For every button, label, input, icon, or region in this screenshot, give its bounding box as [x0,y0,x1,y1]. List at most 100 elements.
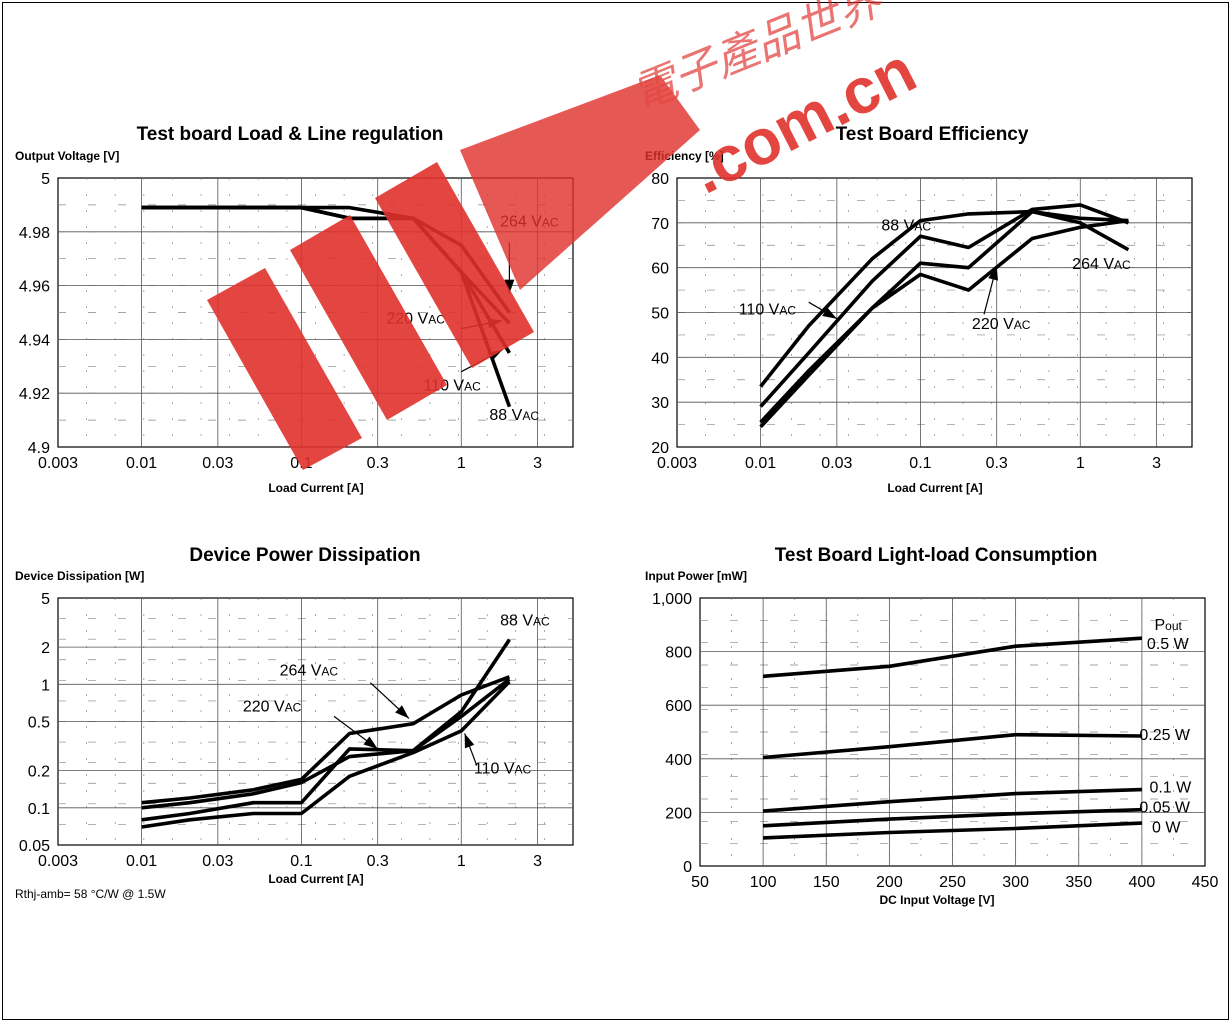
series-annotation: 88 VAC [500,612,550,629]
y-tick-label: 5 [41,591,50,608]
series-line [141,677,511,822]
y-tick-label: 20 [651,440,669,457]
y-tick-label: 0.1 [28,801,50,818]
series-annotation: 88 VAC [489,407,539,424]
y-tick-label: 4.92 [19,386,50,403]
series-line [759,203,1130,408]
light-load-chart: Test Board Light-load Consumption Input … [645,545,1218,907]
x-tick-label: 0.01 [126,853,157,870]
y-tick-label: 70 [651,216,669,233]
series-annotation: 88 VAC [881,217,931,234]
series-line [762,732,1142,760]
y-axis-label: Output Voltage [V] [15,149,119,163]
y-tick-label: 0.05 [19,838,50,855]
arrow-head [504,279,515,294]
x-axis-label: Load Current [A] [887,481,982,495]
y-tick-label: 60 [651,261,669,278]
x-tick-label: 150 [813,874,840,891]
dissipation-chart: Device Power Dissipation Device Dissipat… [15,545,574,886]
x-tick-label: 0.3 [367,853,389,870]
series-annotation: 264 VAC [1072,256,1131,273]
x-tick-label: 350 [1065,874,1092,891]
x-tick-label: 0.1 [290,853,312,870]
arrow-head [395,705,409,719]
thermal-resistance-note: Rthj-amb= 58 °C/W @ 1.5W [15,887,166,901]
series-line [141,675,511,805]
arrow-head [464,733,475,749]
x-tick-label: 450 [1192,874,1219,891]
y-tick-label: 30 [651,395,669,412]
y-tick-label: 1,000 [652,591,692,608]
chart-title: Device Power Dissipation [189,545,420,566]
y-tick-label: 400 [665,752,692,769]
series-line [763,807,1142,828]
series-line [763,821,1142,840]
y-tick-label: 40 [651,350,669,367]
y-tick-label: 0.2 [28,764,50,781]
x-tick-label: 0.01 [126,455,157,472]
x-tick-label: 300 [1002,874,1029,891]
y-tick-label: 0 [683,859,692,876]
x-tick-label: 0.03 [202,853,233,870]
y-tick-label: 4.98 [19,225,50,242]
series-annotation: Pout [1155,617,1183,634]
series-annotation: 0.1 W [1149,779,1192,796]
x-tick-label: 1 [1076,455,1085,472]
chart-title: Test Board Efficiency [836,124,1029,145]
x-tick-label: 400 [1129,874,1156,891]
x-tick-label: 0.3 [367,455,389,472]
y-tick-label: 200 [665,805,692,822]
x-tick-label: 0.003 [38,853,78,870]
watermark-logo [375,162,534,368]
x-tick-label: 3 [1152,455,1161,472]
y-tick-label: 0.5 [28,715,50,732]
y-tick-label: 4.9 [28,440,50,457]
x-axis-label: Load Current [A] [268,872,363,886]
series-line [141,680,511,829]
series-line [141,638,511,810]
chart-title: Test Board Light-load Consumption [775,545,1098,566]
x-tick-label: 0.003 [38,455,78,472]
y-tick-label: 2 [41,640,50,657]
x-tick-label: 250 [939,874,966,891]
watermark-logo [290,215,447,420]
series-annotation: 0.5 W [1147,636,1190,653]
y-tick-label: 4.94 [19,332,50,349]
y-tick-label: 600 [665,698,692,715]
major-grid [700,598,1205,866]
major-grid [677,178,1192,447]
series-line [759,209,1129,388]
series-annotation: 110 VAC [474,760,532,777]
x-tick-label: 0.03 [821,455,852,472]
x-tick-label: 100 [750,874,777,891]
series-line [759,209,1130,424]
x-tick-label: 0.003 [657,455,697,472]
watermark-logo [460,75,700,290]
x-tick-label: 0.01 [745,455,776,472]
y-tick-label: 50 [651,306,669,323]
minor-grid [700,598,1205,866]
series-annotation: 220 VAC [972,316,1031,333]
y-tick-label: 5 [41,171,50,188]
series-annotation: 0.25 W [1139,727,1191,744]
efficiency-chart: Test Board Efficiency Efficiency [%] Loa… [645,124,1193,495]
x-tick-label: 50 [691,874,709,891]
y-axis-label: Input Power [mW] [645,569,747,583]
y-tick-label: 1 [41,677,50,694]
x-tick-label: 0.3 [986,455,1008,472]
series-annotation: 0.05 W [1139,799,1191,816]
x-axis-label: DC Input Voltage [V] [879,893,994,907]
x-axis-label: Load Current [A] [268,481,363,495]
chart-title: Test board Load & Line regulation [137,124,444,145]
x-tick-label: 3 [533,853,542,870]
x-tick-label: 1 [457,853,466,870]
y-tick-label: 800 [665,645,692,662]
series-line [762,787,1142,813]
series-annotation: 220 VAC [243,699,302,716]
x-tick-label: 3 [533,455,542,472]
x-tick-label: 0.1 [909,455,931,472]
series-annotation: 110 VAC [739,301,797,318]
x-tick-label: 200 [876,874,903,891]
